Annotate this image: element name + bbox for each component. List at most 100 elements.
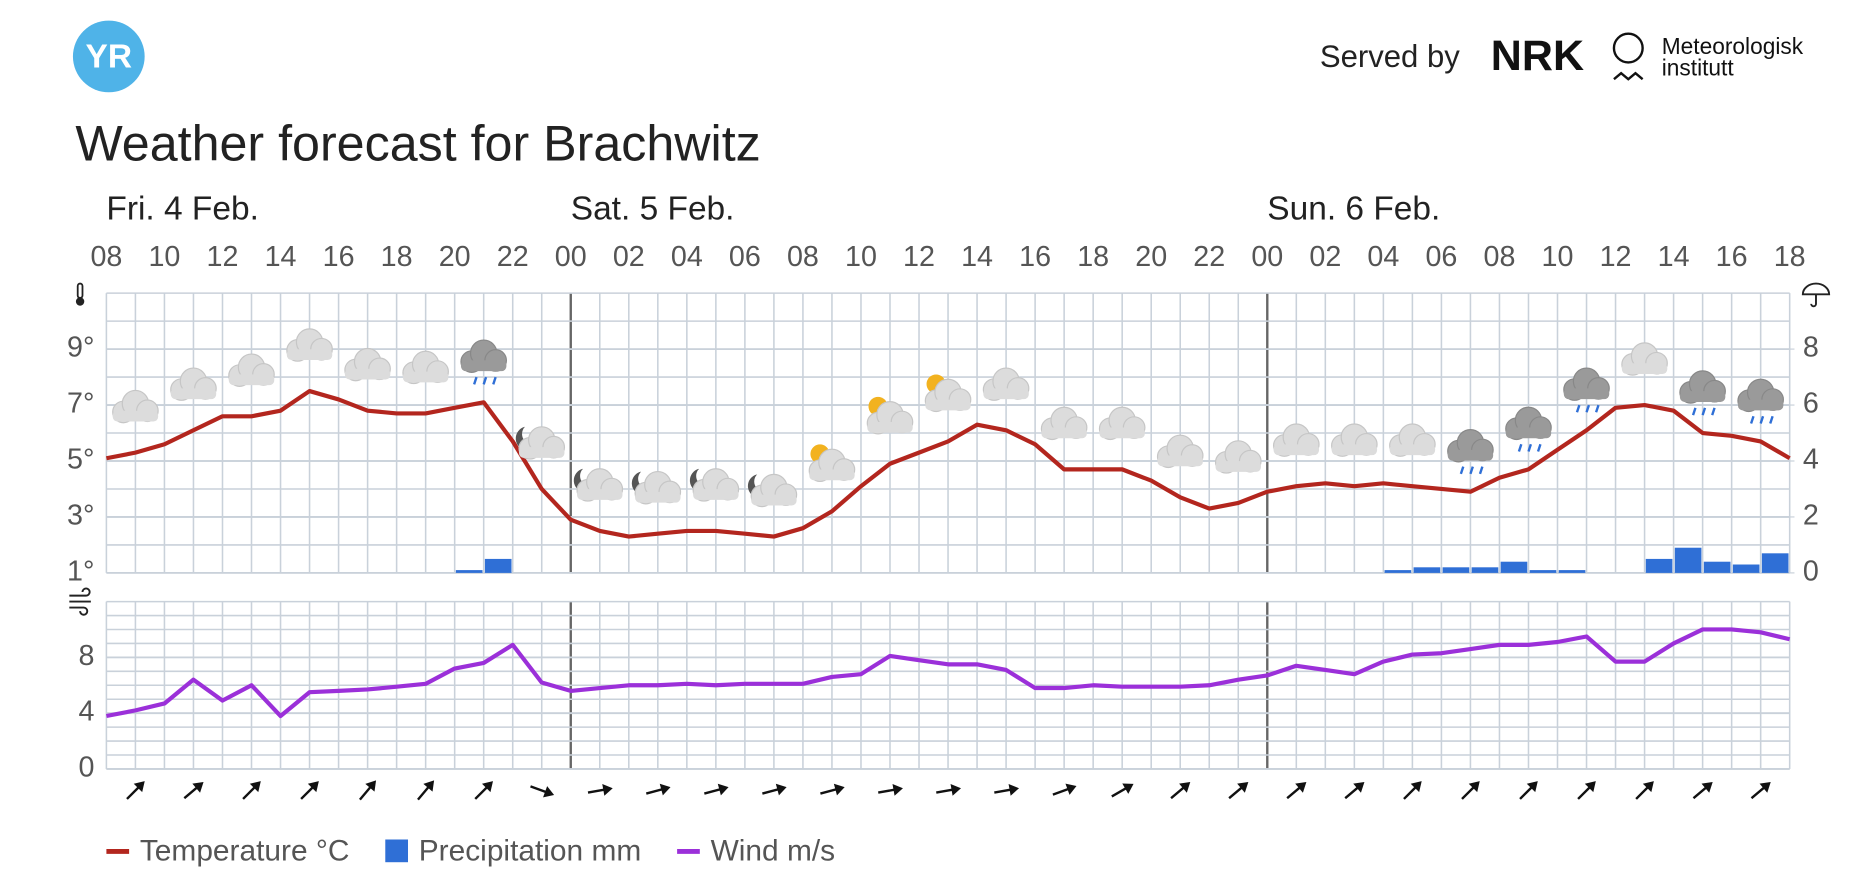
arrow-head xyxy=(133,781,145,793)
rain-drop xyxy=(472,376,478,385)
weather-icon xyxy=(1563,367,1610,413)
precipitation-bar xyxy=(455,570,483,573)
series-line xyxy=(106,388,1791,539)
weather-icon xyxy=(1621,342,1668,376)
legend-swatch xyxy=(385,839,409,863)
x-tick-label: 16 xyxy=(1019,241,1051,273)
precipitation-bar xyxy=(1674,547,1702,573)
arrow-head xyxy=(892,783,903,796)
weather-icon xyxy=(573,468,624,502)
x-tick-label: 22 xyxy=(497,241,529,273)
arrow-head xyxy=(1410,781,1422,793)
wind-arrow xyxy=(1170,782,1191,800)
arrow-head xyxy=(1179,782,1191,793)
wind-arrow xyxy=(1519,781,1538,800)
thermometer-icon xyxy=(75,282,85,306)
met-name: institutt xyxy=(1662,55,1735,81)
wind-arrow xyxy=(878,783,903,796)
weather-icon xyxy=(808,444,856,483)
y2-tick-label: 0 xyxy=(1803,555,1819,587)
weather-icon xyxy=(402,350,449,385)
cloud-base xyxy=(1041,427,1087,439)
arrow-head xyxy=(192,782,204,793)
grid xyxy=(105,292,1795,770)
cloud-base xyxy=(1679,391,1726,402)
rain-drop xyxy=(1459,466,1465,475)
wind-arrow xyxy=(587,783,613,796)
weather-icon xyxy=(982,367,1030,401)
precipitation-bar xyxy=(1761,553,1789,573)
cloud-base xyxy=(112,410,159,422)
precipitation-bar xyxy=(1384,570,1412,573)
rain-drop xyxy=(1701,407,1707,416)
weather-icon xyxy=(1331,423,1378,457)
weather-icon xyxy=(866,396,914,435)
x-tick-label: 20 xyxy=(1135,241,1167,273)
cloud-base xyxy=(519,447,565,458)
wind-arrow xyxy=(762,783,787,796)
y-tick-label: 7° xyxy=(67,388,94,420)
arrow-head xyxy=(833,783,845,796)
wind-arrow xyxy=(1577,781,1596,800)
x-tick-label: 08 xyxy=(1484,241,1516,273)
wind-arrow xyxy=(183,782,204,800)
rain-drop xyxy=(492,376,497,385)
cloud-base xyxy=(925,399,971,411)
x-tick-label: 14 xyxy=(1658,241,1690,273)
wind-arrow xyxy=(1111,783,1134,798)
day-label: Sat. 5 Feb. xyxy=(571,191,735,228)
cloud-base xyxy=(1447,449,1494,461)
arrow-head xyxy=(1237,782,1249,793)
logo: YR xyxy=(86,39,133,76)
weather-icon xyxy=(344,347,391,382)
x-tick-label: 20 xyxy=(439,241,471,273)
weather-icon xyxy=(286,328,333,362)
precipitation-bar xyxy=(1645,558,1673,573)
rain-drop xyxy=(1517,443,1523,452)
precipitation-bar xyxy=(1471,567,1499,573)
weather-icon xyxy=(1040,406,1088,441)
cloud-base xyxy=(635,491,681,503)
arrow-head xyxy=(543,786,555,798)
arrow-head xyxy=(1584,781,1596,793)
x-tick-label: 06 xyxy=(729,241,761,273)
x-tick-label: 00 xyxy=(555,241,587,273)
arrow-head xyxy=(717,783,729,796)
served-by: Served by xyxy=(1320,39,1460,74)
y2-tick-label: 4 xyxy=(1803,444,1819,476)
arrow-head xyxy=(1526,781,1538,793)
wind-icon xyxy=(69,587,91,616)
x-tick-label: 08 xyxy=(90,241,122,273)
wind-arrow xyxy=(126,781,145,800)
weather-icon xyxy=(112,389,159,424)
rain-drop xyxy=(1585,404,1591,413)
arrow-head xyxy=(1353,782,1365,793)
y-tick-label: 3° xyxy=(67,500,94,532)
wind-arrow xyxy=(1228,782,1249,800)
rain-drop xyxy=(1594,404,1600,413)
wind-arrow xyxy=(704,783,729,796)
y-tick-label: 5° xyxy=(67,444,94,476)
weather-icon xyxy=(228,353,275,387)
weather-icon xyxy=(170,367,217,401)
cloud-base xyxy=(402,371,449,383)
precipitation-bar xyxy=(1529,570,1557,573)
rain-drop xyxy=(1536,443,1542,452)
series-line xyxy=(106,627,1791,719)
cloud-base xyxy=(1563,388,1610,400)
cloud-base xyxy=(983,388,1029,400)
wind-arrow xyxy=(300,781,319,800)
arrow-head xyxy=(659,783,671,796)
weather-icon xyxy=(1737,378,1784,424)
legend-label: Precipitation mm xyxy=(419,835,641,868)
arrow-head xyxy=(1701,782,1713,793)
arrow-head xyxy=(365,780,377,792)
cloud-base xyxy=(693,489,739,500)
x-tick-label: 00 xyxy=(1251,241,1283,273)
cloud-base xyxy=(751,494,797,506)
arrow-head xyxy=(1065,783,1077,795)
wind-arrow xyxy=(994,783,1020,796)
x-tick-label: 06 xyxy=(1425,241,1457,273)
wind-arrow xyxy=(820,783,845,796)
